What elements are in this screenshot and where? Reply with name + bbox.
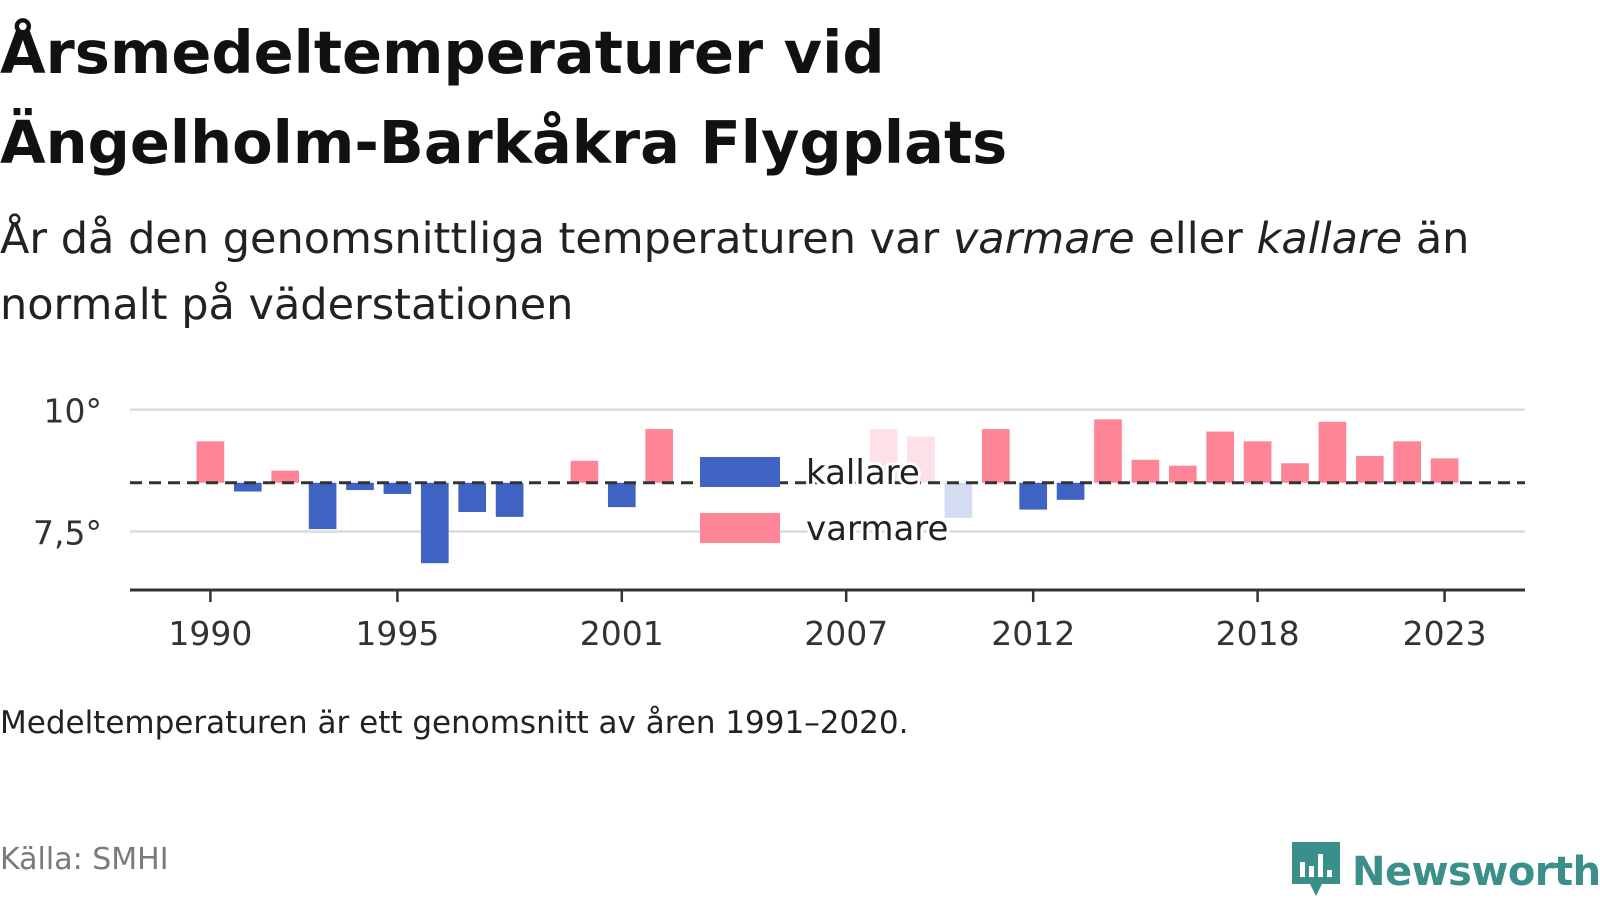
x-tick-label: 1990: [168, 614, 252, 653]
bar-2023: [1430, 458, 1459, 483]
bar-2009: [907, 436, 935, 483]
source-credit: Källa: SMHI: [0, 842, 169, 877]
bar-1998: [495, 482, 524, 517]
bar-2022: [1393, 441, 1422, 483]
bar-1996: [420, 482, 449, 564]
bar-2017: [1206, 431, 1235, 483]
bar-2021: [1355, 455, 1384, 483]
brand-name: Newsworthy: [1352, 849, 1600, 895]
chart-subtitle: År då den genomsnittliga temperaturen va…: [0, 206, 1560, 338]
subtitle-part-1: År då den genomsnittliga temperaturen va…: [0, 214, 953, 264]
bar-1992: [271, 470, 300, 483]
bar-1990: [196, 441, 225, 483]
x-tick-label: 2018: [1216, 614, 1300, 653]
subtitle-part-3: än normalt på väderstationen: [0, 214, 1470, 330]
subtitle-part-2: eller: [1134, 214, 1257, 264]
bar-2016: [1168, 465, 1197, 483]
legend-label-warm: varmare: [806, 509, 948, 549]
bar-1995: [383, 482, 412, 494]
bar-2018: [1243, 441, 1272, 483]
y-tick-label: 10°: [44, 395, 103, 431]
legend-label-cold: kallare: [806, 453, 920, 493]
newsworthy-logo-icon: [1290, 840, 1342, 904]
legend-swatch-warm: [700, 513, 780, 543]
bar-2020: [1318, 421, 1347, 483]
bar-1997: [458, 482, 487, 512]
bar-2012: [1019, 482, 1048, 510]
temperature-bar-chart: 10° 7,5° 1990 1995 2001 2007 2012 2018 2023 kalla…: [33, 395, 1525, 653]
title-line-1: Årsmedeltemperaturer vid: [0, 18, 885, 87]
chart-title: Årsmedeltemperaturer vid Ängelholm-Barkå…: [0, 8, 1560, 188]
bar-2014: [1094, 419, 1122, 483]
footnote: Medeltemperaturen är ett genomsnitt av å…: [0, 705, 909, 741]
bar-2000: [570, 460, 599, 483]
x-tick-label: 2007: [804, 614, 888, 653]
subtitle-warm-word: varmare: [952, 214, 1135, 264]
x-tick-label: 1995: [355, 614, 439, 653]
brand-logo: Newsworthy: [1290, 840, 1600, 904]
x-tick-label: 2023: [1403, 614, 1487, 653]
x-tick-label: 2001: [580, 614, 664, 653]
bar-2010: [944, 482, 973, 518]
bar-1991: [233, 482, 262, 492]
bar-2011: [981, 429, 1010, 483]
y-tick-label: 7,5°: [33, 514, 102, 553]
bar-2019: [1281, 463, 1309, 483]
x-tick-label: 2012: [991, 614, 1075, 653]
subtitle-cold-word: kallare: [1256, 214, 1403, 264]
bar-2015: [1131, 459, 1160, 483]
bar-2001: [607, 482, 636, 508]
bar-2008: [869, 429, 898, 483]
bar-2002: [645, 429, 674, 483]
bar-2013: [1056, 482, 1085, 500]
bar-1994: [346, 482, 374, 491]
legend-swatch-cold: [700, 457, 780, 487]
title-line-2: Ängelholm-Barkåkra Flygplats: [0, 108, 1008, 177]
bar-1993: [308, 482, 337, 530]
